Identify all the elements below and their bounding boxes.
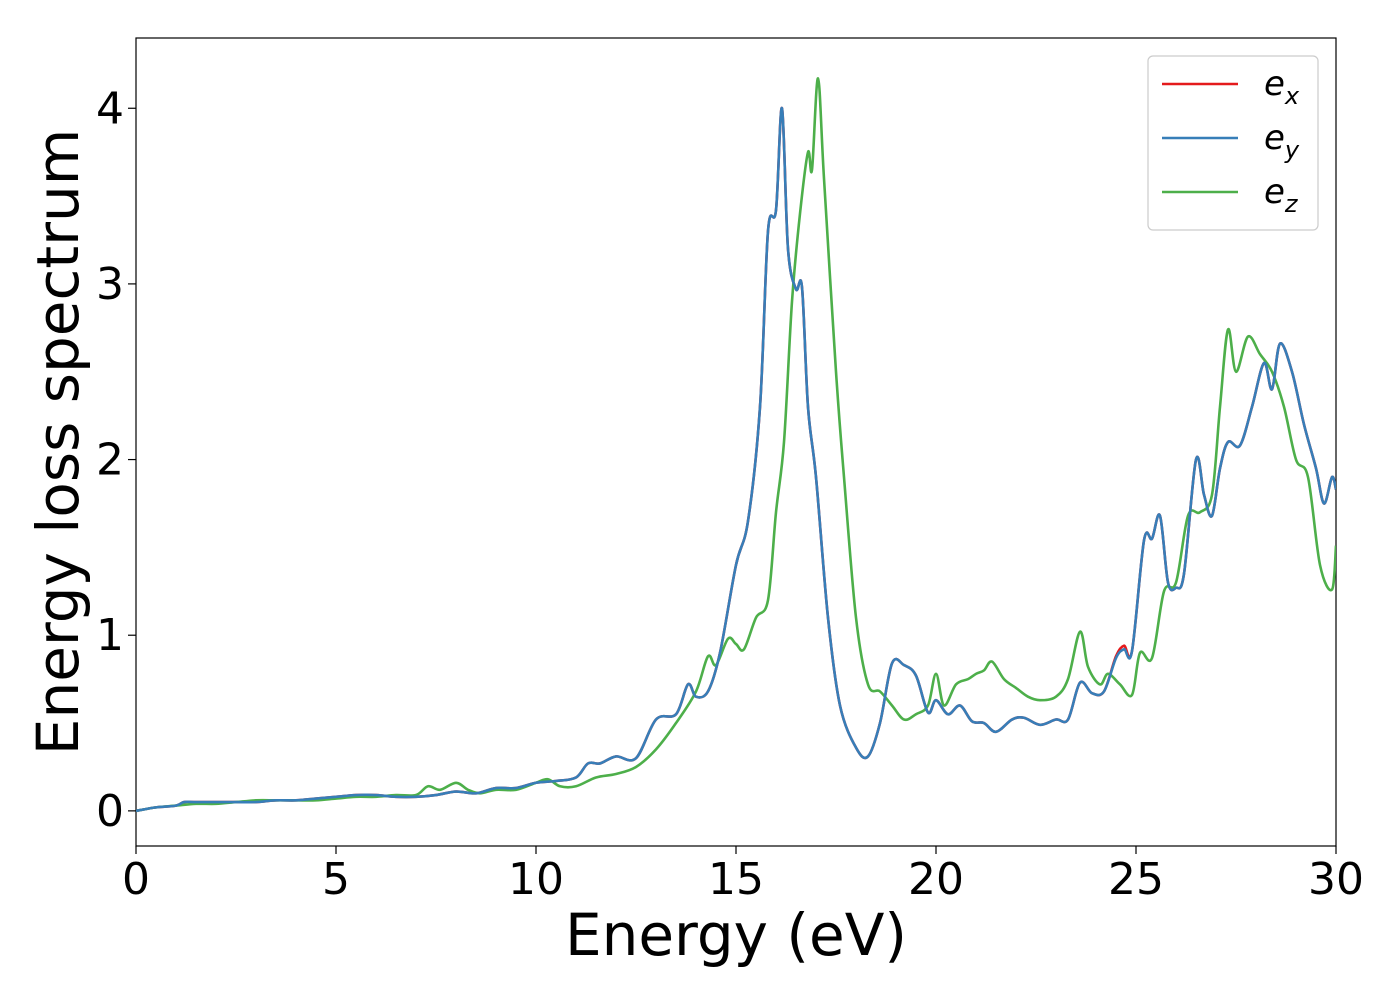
y-tick-label: 0 <box>96 786 124 837</box>
x-tick-label: 20 <box>908 854 964 905</box>
y-tick-label: 2 <box>96 435 124 486</box>
y-tick-label: 4 <box>96 83 124 134</box>
series-lines <box>136 77 1336 813</box>
x-tick-label: 10 <box>508 854 564 905</box>
legend-label-subscript: x <box>1284 82 1300 110</box>
x-axis: 0 5 10 15 20 25 30 <box>122 846 1364 905</box>
legend-label-main: e <box>1264 172 1285 212</box>
y-axis: 0 1 2 3 4 <box>96 83 136 837</box>
legend-box <box>1147 55 1319 231</box>
x-tick-label: 5 <box>322 854 350 905</box>
y-axis-title: Energy loss spectrum <box>24 129 92 755</box>
legend-label-e-y: ey <box>1264 118 1300 164</box>
series-line-e-y <box>136 106 1336 813</box>
legend-label-e-z: ez <box>1264 172 1299 218</box>
y-tick-label: 3 <box>96 259 124 310</box>
legend-label-subscript: z <box>1284 190 1299 218</box>
plot-frame <box>135 37 1337 847</box>
legend-label-main: e <box>1264 118 1285 158</box>
x-tick-label: 0 <box>122 854 150 905</box>
x-axis-title: Energy (eV) <box>565 901 907 969</box>
legend-label-subscript: y <box>1284 136 1300 164</box>
legend-label-main: e <box>1264 64 1285 104</box>
x-tick-label: 15 <box>708 854 764 905</box>
x-tick-label: 30 <box>1308 854 1364 905</box>
y-tick-label: 1 <box>96 610 124 661</box>
x-tick-label: 25 <box>1108 854 1164 905</box>
legend-label-e-x: ex <box>1264 64 1300 110</box>
